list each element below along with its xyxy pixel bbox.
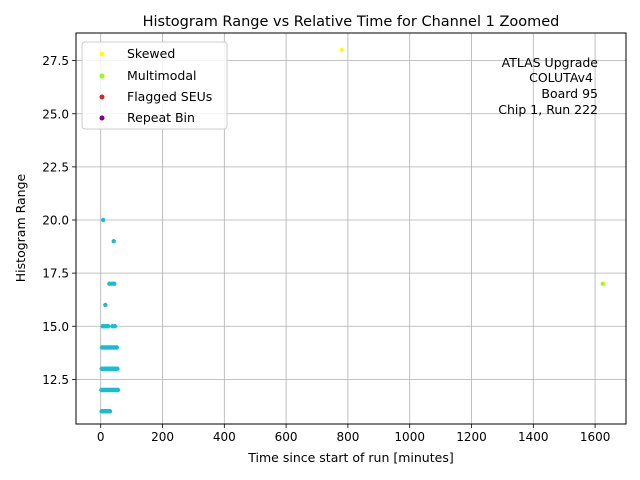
- legend: Skewed Multimodal Flagged SEUs Repeat Bi…: [81, 41, 228, 130]
- x-axis-label: Time since start of run [minutes]: [247, 450, 453, 465]
- legend-label-skewed: Skewed: [127, 46, 175, 61]
- legend-marker-multimodal: [99, 73, 105, 79]
- annotation-line-1: ATLAS Upgrade: [502, 55, 599, 70]
- x-tick-label: 400: [213, 430, 236, 444]
- legend-label-repeat-bin: Repeat Bin: [127, 110, 195, 125]
- x-tick-label: 1200: [456, 430, 487, 444]
- x-tick-label: 1600: [580, 430, 611, 444]
- y-tick-label: 25.0: [42, 107, 69, 121]
- data-points: [99, 47, 606, 414]
- legend-box: [81, 41, 228, 130]
- data-point: [112, 281, 117, 286]
- y-axis: 12.5 15.0 17.5 20.0 22.5 25.0 27.5: [42, 54, 76, 387]
- y-tick-label: 20.0: [42, 214, 69, 228]
- grid: [76, 33, 626, 424]
- data-point: [114, 345, 119, 350]
- data-point: [105, 324, 111, 329]
- x-tick-label: 0: [97, 430, 105, 444]
- data-point: [115, 387, 121, 393]
- data-point: [115, 366, 120, 371]
- annotation-line-2: COLUTAv4: [529, 70, 593, 85]
- y-tick-label: 22.5: [42, 160, 69, 174]
- y-axis-label: Histogram Range: [13, 173, 28, 282]
- annotation-line-4: Chip 1, Run 222: [498, 102, 598, 117]
- y-tick-label: 17.5: [42, 267, 69, 281]
- x-tick-label: 200: [151, 430, 174, 444]
- x-tick-label: 800: [336, 430, 359, 444]
- chart-title: Histogram Range vs Relative Time for Cha…: [143, 14, 560, 30]
- plot-frame: [75, 32, 627, 425]
- annotation: ATLAS Upgrade COLUTAv4 Board 95 Chip 1, …: [498, 55, 598, 117]
- annotation-line-3: Board 95: [541, 86, 598, 101]
- data-point: [111, 239, 116, 244]
- data-point: [600, 281, 606, 286]
- x-tick-label: 600: [275, 430, 298, 444]
- x-axis: 0 200 400 600 800 1000 1200 1400 1600: [97, 424, 610, 444]
- legend-marker-skewed: [99, 51, 105, 57]
- x-tick-label: 1400: [518, 430, 549, 444]
- data-point: [112, 324, 118, 329]
- legend-marker-flagged-seus: [99, 94, 105, 100]
- legend-label-multimodal: Multimodal: [127, 68, 196, 83]
- data-point: [339, 47, 344, 53]
- data-point: [100, 217, 106, 223]
- x-tick-label: 1000: [394, 430, 425, 444]
- data-point: [107, 409, 113, 414]
- y-tick-label: 27.5: [42, 54, 69, 68]
- legend-label-flagged-seus: Flagged SEUs: [127, 89, 212, 104]
- data-point: [103, 302, 108, 308]
- legend-marker-repeat-bin: [99, 115, 105, 121]
- y-tick-label: 12.5: [42, 373, 69, 387]
- y-tick-label: 15.0: [42, 320, 69, 334]
